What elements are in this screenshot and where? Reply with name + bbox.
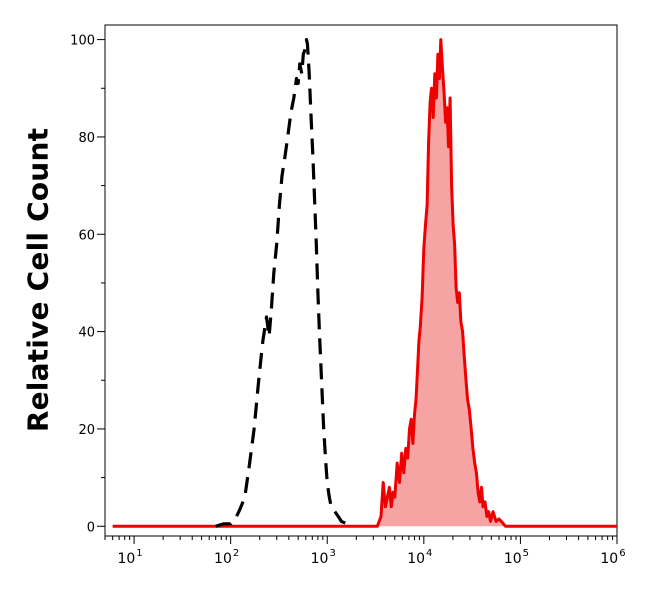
y-tick-label: 0 xyxy=(87,520,95,535)
control-series-line xyxy=(215,38,348,528)
y-tick-label: 80 xyxy=(78,131,95,146)
y-tick-label: 60 xyxy=(78,228,95,243)
stained-series-line xyxy=(112,38,617,528)
y-axis-ticks: 0 20 40 60 80 100 xyxy=(70,34,105,535)
x-tick-label: 105 xyxy=(504,548,529,567)
y-tick-label: 100 xyxy=(70,34,95,49)
x-tick-label: 102 xyxy=(214,548,239,567)
minor-ticks xyxy=(101,87,614,540)
series-layer xyxy=(112,38,617,528)
y-tick-label: 20 xyxy=(78,423,95,438)
plot-area xyxy=(104,24,618,537)
x-tick-label: 104 xyxy=(407,548,432,567)
y-axis-label: Relative Cell Count xyxy=(21,127,55,433)
x-tick-label: 106 xyxy=(600,548,625,567)
x-tick-label: 101 xyxy=(117,548,142,567)
x-axis-ticks: 101 102 103 104 105 106 xyxy=(117,536,626,567)
x-tick-label: 103 xyxy=(311,548,336,567)
y-tick-label: 40 xyxy=(78,326,95,341)
